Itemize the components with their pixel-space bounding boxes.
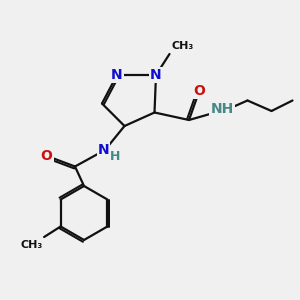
Text: CH₃: CH₃ [171, 41, 193, 51]
Text: NH: NH [210, 102, 234, 116]
Text: O: O [40, 149, 52, 163]
Text: CH₃: CH₃ [20, 240, 43, 250]
Text: N: N [111, 68, 123, 82]
Text: N: N [98, 143, 109, 157]
Text: N: N [150, 68, 162, 82]
Text: O: O [194, 84, 206, 98]
Text: H: H [110, 150, 121, 163]
